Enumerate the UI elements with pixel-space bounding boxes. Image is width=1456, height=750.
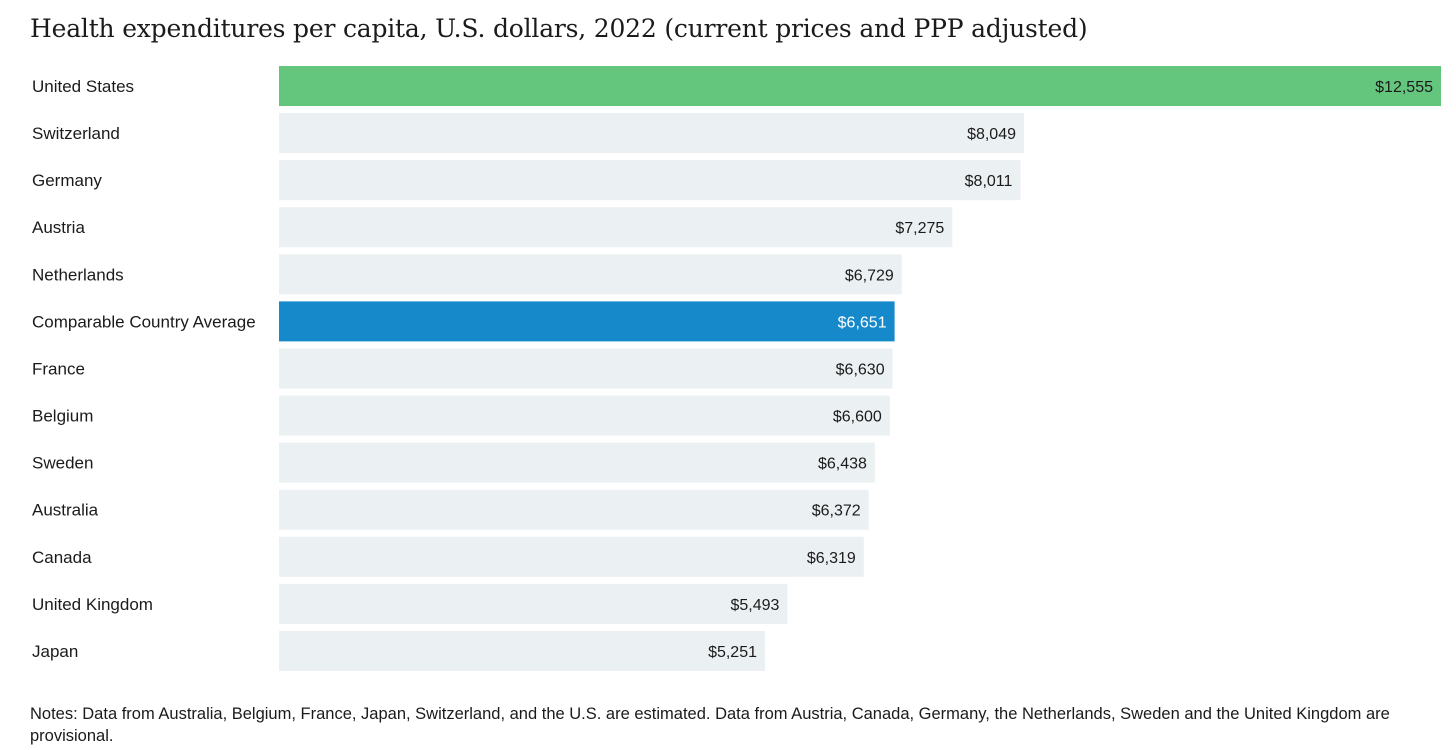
bar-row-france: France $6,630 xyxy=(32,348,893,389)
category-label-united-states: United States xyxy=(32,77,134,96)
category-label-austria: Austria xyxy=(32,218,85,237)
value-label-comparable-country-average: $6,651 xyxy=(838,314,887,331)
category-label-sweden: Sweden xyxy=(32,454,93,473)
value-label-switzerland: $8,049 xyxy=(967,126,1016,143)
value-label-france: $6,630 xyxy=(836,361,885,378)
value-label-united-states: $12,555 xyxy=(1375,79,1433,96)
bar-united-states xyxy=(279,66,1441,106)
category-label-japan: Japan xyxy=(32,642,78,661)
bar-chart-svg: United States $12,555 Switzerland $8,049 Ger… xyxy=(32,66,1441,671)
category-label-comparable-country-average: Comparable Country Average xyxy=(32,312,256,331)
bar-row-germany: Germany $8,011 xyxy=(32,160,1021,201)
category-label-australia: Australia xyxy=(32,501,99,520)
value-label-canada: $6,319 xyxy=(807,550,856,567)
value-label-australia: $6,372 xyxy=(812,503,861,520)
bar-row-united-kingdom: United Kingdom $5,493 xyxy=(32,583,788,624)
bar-belgium xyxy=(279,395,890,436)
bar-row-japan: Japan $5,251 xyxy=(32,630,765,671)
bar-sweden xyxy=(279,442,875,483)
bar-row-austria: Austria $7,275 xyxy=(32,207,953,248)
category-label-france: France xyxy=(32,359,85,378)
bar-austria xyxy=(279,207,953,248)
value-label-belgium: $6,600 xyxy=(833,409,882,426)
bar-united-kingdom xyxy=(279,583,788,624)
category-label-germany: Germany xyxy=(32,171,102,190)
category-label-canada: Canada xyxy=(32,548,92,567)
value-label-united-kingdom: $5,493 xyxy=(730,597,779,614)
bar-row-united-states: United States $12,555 xyxy=(32,66,1441,106)
bar-comparable-country-average xyxy=(279,301,895,342)
category-label-netherlands: Netherlands xyxy=(32,265,124,284)
bar-france xyxy=(279,348,893,389)
bar-row-netherlands: Netherlands $6,729 xyxy=(32,254,902,295)
bar-germany xyxy=(279,160,1021,201)
chart-title: Health expenditures per capita, U.S. dol… xyxy=(30,14,1088,43)
bar-row-australia: Australia $6,372 xyxy=(32,489,869,530)
bar-chart: United States $12,555 Switzerland $8,049 Ger… xyxy=(32,66,1441,671)
bar-canada xyxy=(279,536,864,577)
value-label-japan: $5,251 xyxy=(708,644,757,661)
bar-australia xyxy=(279,489,869,530)
bar-switzerland xyxy=(279,113,1024,154)
category-label-belgium: Belgium xyxy=(32,407,93,426)
value-label-germany: $8,011 xyxy=(965,173,1013,190)
bar-netherlands xyxy=(279,254,902,295)
category-label-switzerland: Switzerland xyxy=(32,124,120,143)
bar-row-canada: Canada $6,319 xyxy=(32,536,864,577)
bar-row-belgium: Belgium $6,600 xyxy=(32,395,890,436)
value-label-netherlands: $6,729 xyxy=(845,267,894,284)
value-label-austria: $7,275 xyxy=(895,220,944,237)
value-label-sweden: $6,438 xyxy=(818,456,867,473)
bar-row-sweden: Sweden $6,438 xyxy=(32,442,875,483)
bar-row-switzerland: Switzerland $8,049 xyxy=(32,113,1024,154)
bar-row-comparable-country-average: Comparable Country Average $6,651 xyxy=(32,301,895,342)
bar-japan xyxy=(279,630,765,671)
chart-notes: Notes: Data from Australia, Belgium, Fra… xyxy=(30,705,1390,745)
category-label-united-kingdom: United Kingdom xyxy=(32,595,153,614)
